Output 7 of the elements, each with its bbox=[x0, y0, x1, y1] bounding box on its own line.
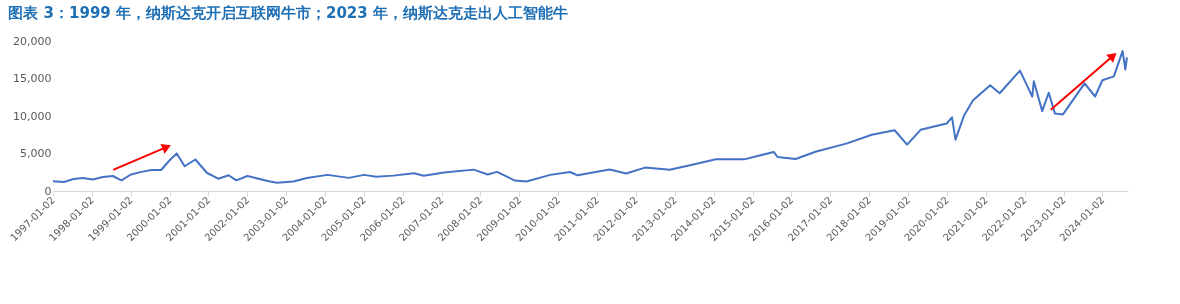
chart-title: 图表 3：1999 年，纳斯达克开启互联网牛市；2023 年，纳斯达克走出人工智能牛 bbox=[8, 4, 568, 22]
y-tick-label: 5,000 bbox=[20, 147, 52, 160]
y-tick-label: 20,000 bbox=[13, 34, 52, 48]
y-tick-label: 0 bbox=[44, 184, 52, 198]
y-tick-label: 10,000 bbox=[13, 109, 52, 123]
line-series bbox=[52, 50, 1128, 184]
y-tick-label: 15,000 bbox=[13, 72, 52, 85]
